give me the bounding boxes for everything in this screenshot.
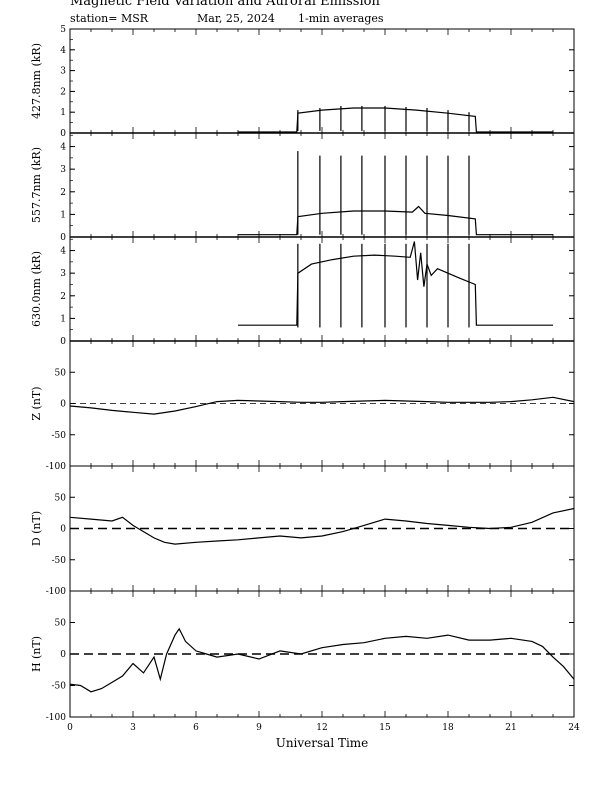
x-tick-label: 18 bbox=[442, 723, 454, 733]
x-axis-label: Universal Time bbox=[276, 736, 369, 750]
y-tick-label: 0 bbox=[60, 129, 66, 139]
y-tick-label: 1 bbox=[60, 314, 66, 324]
y-tick-label: -100 bbox=[46, 587, 66, 597]
x-tick-label: 12 bbox=[316, 723, 327, 733]
y-axis-label: 427.8nm (kR) bbox=[30, 43, 43, 119]
x-tick-label: 6 bbox=[193, 723, 199, 733]
station-label: station= MSR bbox=[70, 12, 149, 25]
x-tick-label: 3 bbox=[130, 723, 136, 733]
y-tick-label: 2 bbox=[60, 188, 66, 198]
y-tick-label: 3 bbox=[60, 67, 66, 77]
x-tick-label: 24 bbox=[568, 723, 580, 733]
averaging-label: 1-min averages bbox=[298, 12, 384, 25]
y-tick-label: 50 bbox=[55, 368, 67, 378]
y-tick-label: 0 bbox=[60, 650, 66, 660]
date-label: Mar, 25, 2024 bbox=[197, 12, 275, 25]
y-tick-label: 50 bbox=[55, 619, 67, 629]
y-tick-label: 4 bbox=[60, 143, 66, 153]
y-tick-label: 2 bbox=[60, 292, 66, 302]
y-axis-label: 557.7nm (kR) bbox=[30, 147, 43, 223]
series-line bbox=[69, 627, 575, 693]
y-axis-label: Z (nT) bbox=[30, 386, 43, 420]
y-tick-label: -50 bbox=[52, 682, 67, 692]
y-tick-label: 3 bbox=[60, 269, 66, 279]
y-tick-label: 4 bbox=[60, 46, 66, 56]
x-tick-label: 9 bbox=[256, 723, 262, 733]
series-line bbox=[69, 507, 575, 545]
y-tick-label: 1 bbox=[60, 210, 66, 220]
x-tick-label: 0 bbox=[67, 723, 73, 733]
y-tick-label: 0 bbox=[60, 525, 66, 535]
y-tick-label: -100 bbox=[46, 713, 66, 723]
y-tick-label: 0 bbox=[60, 233, 66, 243]
panel-frame bbox=[69, 132, 575, 238]
x-tick-label: 21 bbox=[505, 723, 516, 733]
chart-title: Magnetic Field Variation and Auroral Emi… bbox=[70, 0, 380, 9]
series-line bbox=[238, 107, 553, 133]
y-tick-label: 2 bbox=[60, 87, 66, 97]
x-tick-label: 15 bbox=[379, 723, 391, 733]
y-axis-label: D (nT) bbox=[30, 511, 43, 546]
y-tick-label: 4 bbox=[60, 247, 66, 257]
y-axis-label: H (nT) bbox=[30, 636, 43, 672]
y-tick-label: -50 bbox=[52, 431, 67, 441]
y-tick-label: 1 bbox=[60, 108, 66, 118]
series-line bbox=[238, 241, 553, 326]
y-tick-label: 3 bbox=[60, 165, 66, 175]
y-tick-label: 0 bbox=[60, 337, 66, 347]
y-tick-label: -50 bbox=[52, 556, 67, 566]
y-tick-label: -100 bbox=[46, 462, 66, 472]
y-tick-label: 5 bbox=[60, 25, 66, 35]
y-tick-label: 0 bbox=[60, 400, 66, 410]
series-line bbox=[238, 205, 553, 236]
y-axis-label: 630.0nm (kR) bbox=[30, 251, 43, 327]
panel-frame bbox=[69, 28, 575, 134]
series-line bbox=[69, 396, 575, 415]
y-tick-label: 50 bbox=[55, 493, 67, 503]
